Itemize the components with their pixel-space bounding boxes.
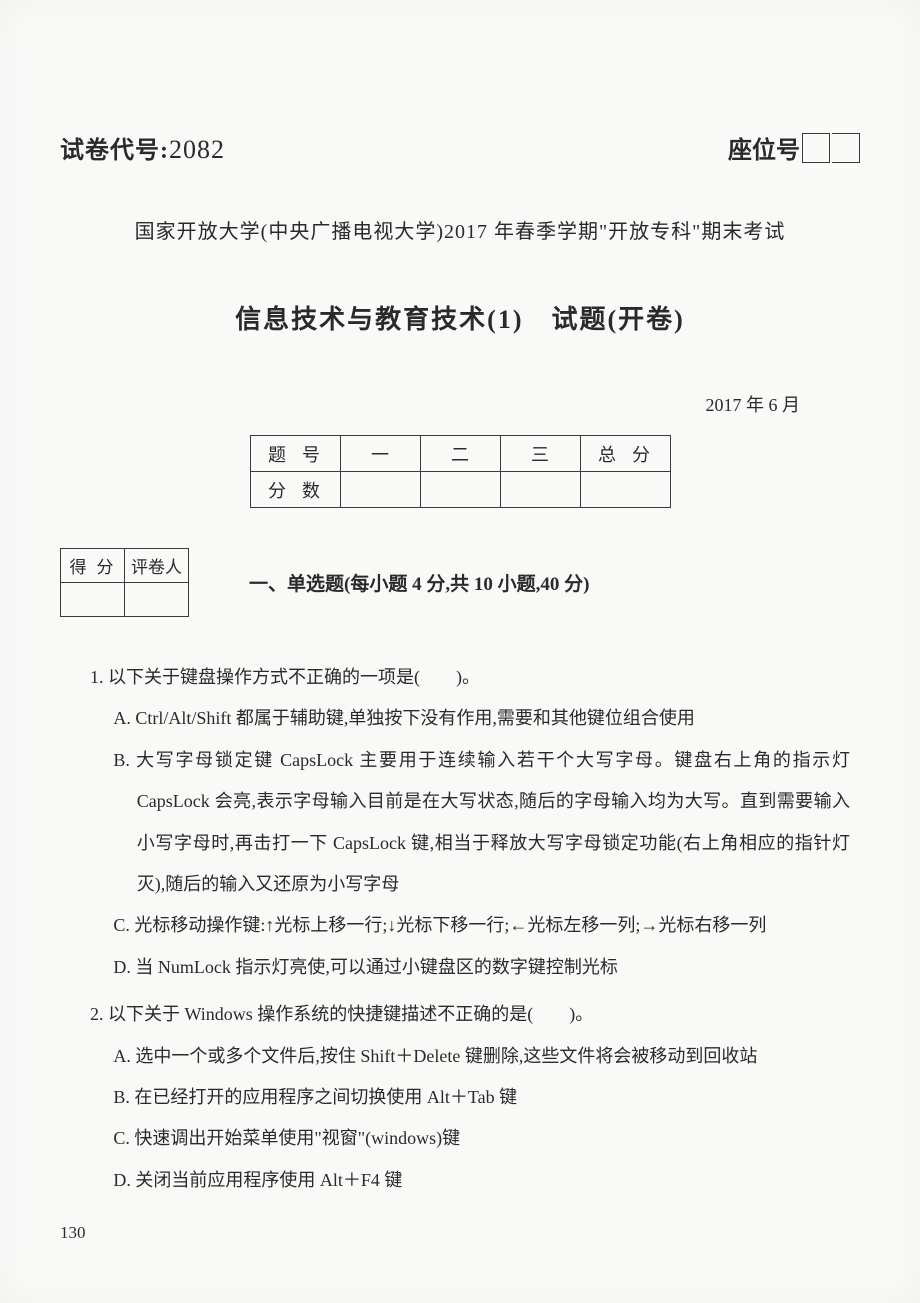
q2-opt-c: C. 快速调出开始菜单使用"视窗"(windows)键: [90, 1118, 850, 1159]
score-cell[interactable]: [340, 472, 420, 508]
question-2: 2. 以下关于 Windows 操作系统的快捷键描述不正确的是( )。 A. 选…: [90, 994, 850, 1201]
question-1: 1. 以下关于键盘操作方式不正确的一项是( )。 A. Ctrl/Alt/Shi…: [90, 657, 850, 988]
section-header-block: 得分 评卷人 一、单选题(每小题 4 分,共 10 小题,40 分): [60, 548, 860, 617]
grader-name-cell[interactable]: [125, 583, 189, 617]
grader-score-label: 得分: [61, 549, 125, 583]
score-total-cell[interactable]: [580, 472, 670, 508]
seat-block: 座位号: [728, 130, 860, 165]
score-summary-table: 题号 一 二 三 总分 分数: [250, 435, 671, 508]
q2-opt-d: D. 关闭当前应用程序使用 Alt＋F4 键: [90, 1160, 850, 1201]
course-title: 信息技术与教育技术(1) 试题(开卷): [60, 299, 860, 336]
col-total: 总分: [580, 436, 670, 472]
col-2: 二: [420, 436, 500, 472]
code-value: 2082: [169, 135, 225, 164]
col-3: 三: [500, 436, 580, 472]
table-row: 分数: [250, 472, 670, 508]
seat-box-1[interactable]: [802, 133, 830, 163]
score-cell[interactable]: [420, 472, 500, 508]
questions-block: 1. 以下关于键盘操作方式不正确的一项是( )。 A. Ctrl/Alt/Shi…: [60, 657, 860, 1201]
table-row: 题号 一 二 三 总分: [250, 436, 670, 472]
seat-box-2[interactable]: [832, 133, 860, 163]
q1-opt-a: A. Ctrl/Alt/Shift 都属于辅助键,单独按下没有作用,需要和其他键…: [90, 698, 850, 739]
exam-date: 2017 年 6 月: [60, 391, 860, 417]
exam-page: 试卷代号:2082 座位号 国家开放大学(中央广播电视大学)2017 年春季学期…: [0, 0, 920, 1303]
code-label: 试卷代号: [60, 138, 160, 164]
q2-opt-b: B. 在已经打开的应用程序之间切换使用 Alt＋Tab 键: [90, 1077, 850, 1118]
paper-code: 试卷代号:2082: [60, 130, 225, 165]
table-row: 得分 评卷人: [61, 549, 189, 583]
section-1-title: 一、单选题(每小题 4 分,共 10 小题,40 分): [249, 569, 589, 596]
seat-label: 座位号: [728, 130, 800, 165]
grader-table: 得分 评卷人: [60, 548, 189, 617]
table-row: [61, 583, 189, 617]
q2-stem: 2. 以下关于 Windows 操作系统的快捷键描述不正确的是( )。: [90, 994, 850, 1035]
col-1: 一: [340, 436, 420, 472]
grader-score-cell[interactable]: [61, 583, 125, 617]
page-number: 130: [60, 1223, 86, 1243]
q1-opt-c: C. 光标移动操作键:↑光标上移一行;↓光标下移一行;←光标左移一列;→光标右移…: [90, 905, 850, 946]
row-label: 题号: [250, 436, 340, 472]
university-line: 国家开放大学(中央广播电视大学)2017 年春季学期"开放专科"期末考试: [60, 215, 860, 244]
header-row: 试卷代号:2082 座位号: [60, 130, 860, 165]
q1-opt-b: B. 大写字母锁定键 CapsLock 主要用于连续输入若干个大写字母。键盘右上…: [90, 740, 850, 906]
q2-opt-a: A. 选中一个或多个文件后,按住 Shift＋Delete 键删除,这些文件将会…: [90, 1036, 850, 1077]
row-label: 分数: [250, 472, 340, 508]
grader-name-label: 评卷人: [125, 549, 189, 583]
q1-opt-d: D. 当 NumLock 指示灯亮使,可以通过小键盘区的数字键控制光标: [90, 947, 850, 988]
score-cell[interactable]: [500, 472, 580, 508]
q1-stem: 1. 以下关于键盘操作方式不正确的一项是( )。: [90, 657, 850, 698]
